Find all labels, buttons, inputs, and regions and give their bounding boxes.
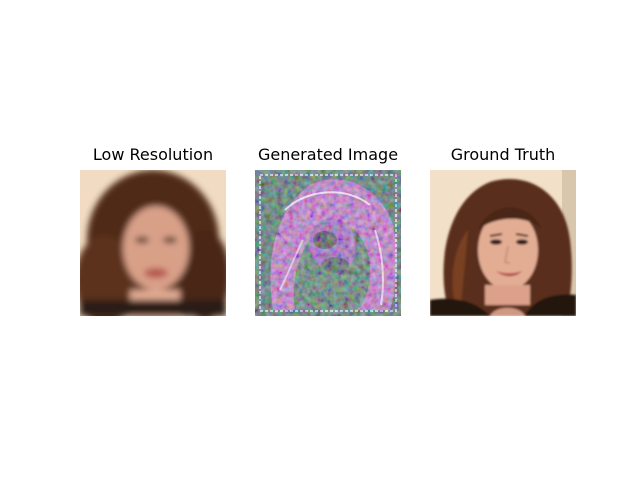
panel-low-resolution: Low Resolution [80,143,226,316]
ground-truth-image [430,170,576,316]
low-resolution-image [80,170,226,316]
panel-title-ground-truth: Ground Truth [450,145,556,164]
panel-title-generated-image: Generated Image [257,145,399,164]
panel-generated-image: Generated Image [255,143,401,316]
generated-image [255,170,401,316]
panel-title-low-resolution: Low Resolution [92,145,214,164]
panel-ground-truth: Ground Truth [430,143,576,316]
